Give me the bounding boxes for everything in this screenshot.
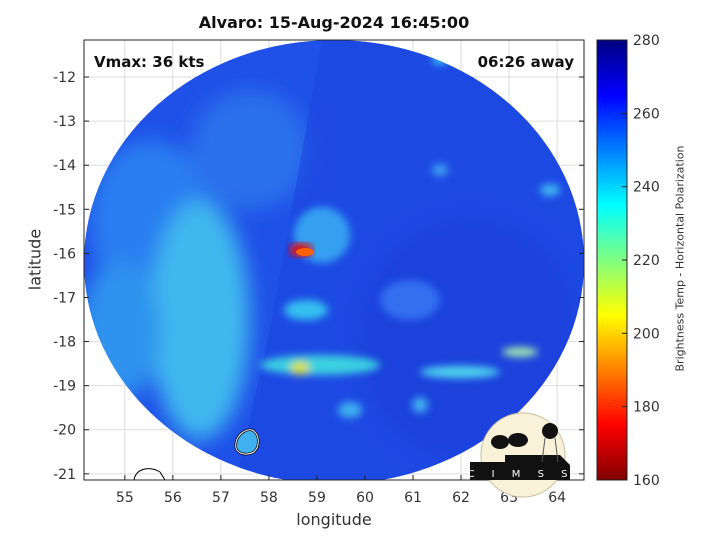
colorbar-tick-label: 200 — [633, 326, 660, 342]
y-tick-label: -18 — [53, 335, 76, 351]
x-tick-label: 62 — [452, 490, 470, 506]
colorbar-tick-label: 280 — [633, 33, 660, 49]
y-tick-label: -19 — [53, 379, 76, 395]
y-tick-label: -12 — [53, 70, 76, 86]
axis-ticks: 55 56 57 58 59 60 61 62 63 64-12-13-14-15-16-17-1… — [53, 70, 584, 506]
colorbar-label: Brightness Temp - Horizontal Polarizatio… — [673, 145, 687, 372]
colorbar-ticks: 160 180 200 220 240 260 280 — [622, 33, 660, 489]
x-tick-label: 58 — [260, 490, 278, 506]
x-tick-label: 56 — [164, 490, 182, 506]
colorbar-tick-label: 220 — [633, 253, 660, 269]
time-away-annotation: 06:26 away — [477, 53, 574, 71]
cimss-logo: C I M S S — [468, 412, 575, 498]
colorbar-tick-label: 240 — [633, 180, 660, 196]
axes-box — [83, 39, 585, 481]
vmax-annotation: Vmax: 36 kts — [94, 53, 205, 71]
x-tick-label: 60 — [356, 490, 374, 506]
x-tick-label: 55 — [116, 490, 134, 506]
y-tick-label: -21 — [53, 467, 76, 483]
brightness-temperature-swath — [84, 40, 584, 480]
colorbar-tick-label: 160 — [633, 473, 660, 489]
y-tick-label: -16 — [53, 246, 76, 262]
y-tick-label: -14 — [53, 158, 76, 174]
x-tick-label: 57 — [212, 490, 230, 506]
y-tick-label: -20 — [53, 423, 76, 439]
plot-title: Alvaro: 15-Aug-2024 16:45:00 — [198, 13, 470, 32]
x-tick-label: 59 — [308, 490, 326, 506]
x-axis-label: longitude — [296, 510, 372, 529]
x-tick-label: 61 — [404, 490, 422, 506]
y-tick-label: -13 — [53, 114, 76, 130]
colorbar-tick-label: 180 — [633, 400, 660, 416]
y-tick-label: -15 — [53, 202, 76, 218]
x-tick-label: 64 — [548, 490, 566, 506]
colorbar-tick-label: 260 — [633, 106, 660, 122]
logo-text: C I M S S — [468, 469, 575, 480]
y-axis-label: latitude — [25, 228, 45, 291]
y-tick-label: -17 — [53, 290, 76, 306]
